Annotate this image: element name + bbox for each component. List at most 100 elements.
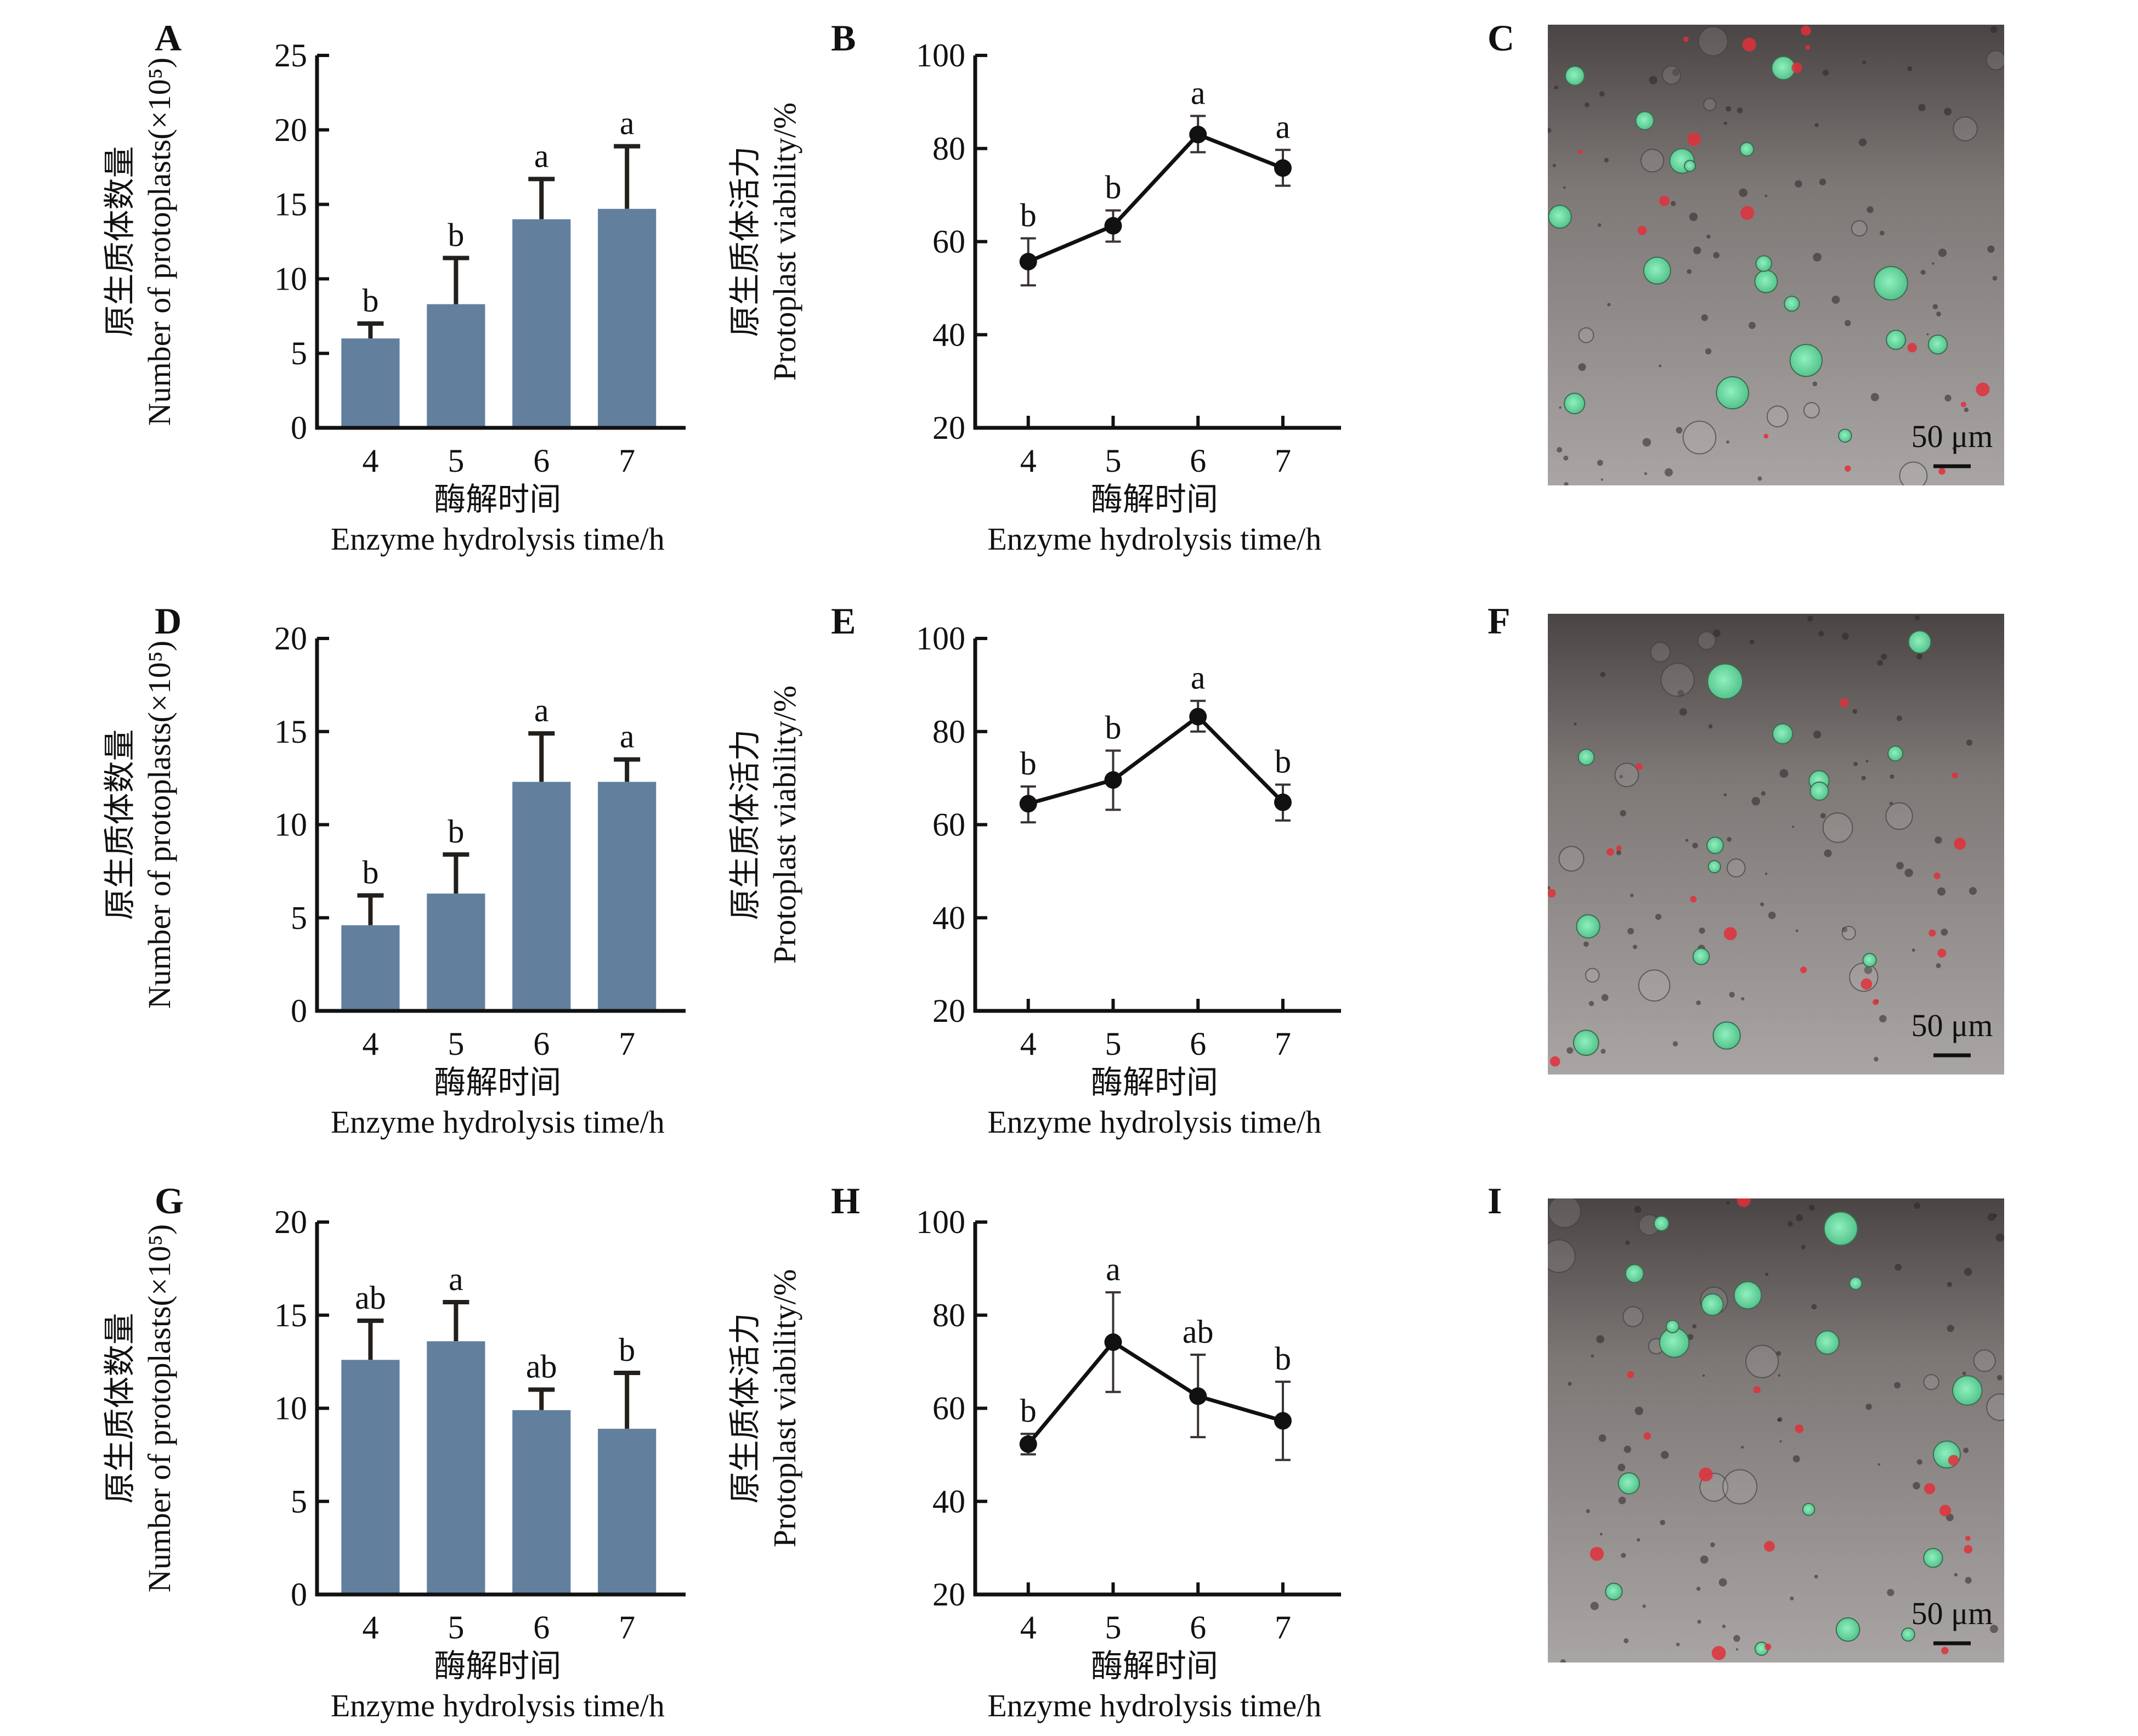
y-tick-label: 10	[274, 1390, 307, 1427]
debris	[1729, 992, 1735, 998]
panel-letter: C	[1487, 17, 1514, 59]
debris	[1865, 1404, 1872, 1410]
debris	[1659, 364, 1662, 367]
dead-cell	[1711, 1645, 1726, 1660]
debris	[1749, 639, 1755, 644]
protoplast-unstained	[1578, 327, 1594, 343]
debris	[1852, 709, 1858, 714]
debris	[1672, 1041, 1678, 1047]
live-cell	[1835, 1617, 1860, 1642]
live-cell	[1643, 256, 1671, 285]
bar	[427, 304, 485, 428]
debris	[1554, 85, 1558, 90]
debris	[1944, 394, 1952, 402]
significance-label: b	[1020, 1393, 1037, 1429]
live-cell	[1823, 1211, 1858, 1246]
debris	[1913, 1481, 1920, 1490]
debris	[1616, 850, 1621, 856]
debris	[1862, 60, 1866, 65]
debris	[1693, 246, 1701, 255]
live-cell	[1952, 1375, 1983, 1406]
debris	[1937, 887, 1946, 896]
debris	[1634, 1206, 1642, 1213]
debris	[1727, 836, 1732, 842]
y-tick-label: 0	[291, 993, 307, 1029]
dead-cell	[1845, 465, 1851, 472]
x-tick-label: 5	[448, 443, 464, 479]
debris	[1710, 1542, 1715, 1547]
debris	[1790, 1596, 1794, 1601]
debris	[1660, 1519, 1666, 1525]
debris	[1676, 1642, 1680, 1647]
live-cell	[1874, 266, 1908, 301]
debris	[1559, 406, 1562, 409]
protoplast-unstained	[1986, 1393, 2004, 1421]
scale-bar-label: 50 μm	[1911, 1596, 1993, 1631]
debris	[1692, 842, 1698, 849]
debris	[1964, 408, 1969, 412]
x-tick-label: 4	[1020, 1026, 1037, 1062]
dead-cell	[1939, 1505, 1952, 1517]
micrograph-I: I 50 μm	[1487, 1180, 2004, 1663]
live-cell	[1707, 663, 1744, 700]
x-tick-label: 4	[362, 1026, 378, 1062]
live-cell	[1577, 749, 1595, 766]
x-tick-label: 6	[533, 1026, 550, 1062]
protoplast-unstained	[1986, 50, 2004, 71]
y-axis-title-cn: 原生质体活力	[727, 729, 763, 920]
debris	[1621, 1553, 1626, 1558]
dead-cell	[1791, 62, 1802, 73]
debris	[1887, 1588, 1894, 1597]
y-tick-label: 80	[932, 714, 965, 750]
live-cell	[1923, 1548, 1943, 1568]
live-cell	[1665, 1319, 1679, 1333]
data-point	[1104, 1333, 1122, 1351]
live-cell	[1739, 142, 1755, 157]
live-cell	[1886, 330, 1907, 350]
protoplast-unstained	[1885, 802, 1913, 830]
significance-label: b	[1020, 197, 1037, 234]
x-tick-label: 7	[1275, 443, 1291, 479]
protoplast-unstained	[1766, 405, 1789, 428]
dead-cell	[1948, 1455, 1959, 1466]
debris	[1696, 1586, 1701, 1591]
live-cell	[1712, 1021, 1741, 1050]
protoplast-unstained	[1822, 812, 1853, 843]
dead-cell	[1643, 1432, 1651, 1440]
significance-label: a	[620, 105, 635, 142]
significance-label: b	[1275, 744, 1291, 780]
debris	[1776, 1351, 1781, 1356]
protoplast-unstained	[1640, 149, 1665, 173]
dead-cell	[1937, 948, 1947, 958]
significance-label: a	[1191, 75, 1206, 111]
debris	[1617, 1463, 1626, 1472]
y-tick-label: 40	[932, 900, 965, 936]
data-point	[1104, 771, 1122, 789]
bar	[512, 219, 571, 428]
debris	[1563, 186, 1566, 189]
debris	[1964, 1268, 1972, 1276]
debris	[1600, 1049, 1606, 1054]
x-tick-label: 6	[1190, 443, 1206, 479]
debris	[1757, 476, 1762, 481]
debris	[1599, 1533, 1603, 1536]
debris	[1597, 223, 1602, 227]
debris	[1597, 460, 1603, 466]
y-tick-label: 15	[274, 1297, 307, 1333]
y-tick-label: 20	[274, 620, 307, 657]
bar	[341, 1360, 400, 1594]
dead-cell	[1965, 1535, 1971, 1541]
significance-label: b	[1020, 745, 1037, 782]
live-cell	[1605, 1582, 1623, 1601]
debris	[1880, 230, 1885, 236]
debris	[1634, 1406, 1643, 1415]
panel-letter: I	[1487, 1180, 1502, 1222]
debris	[1813, 731, 1822, 739]
protoplast-unstained	[1851, 220, 1868, 237]
significance-label: a	[620, 719, 635, 755]
protoplast-unstained	[1558, 846, 1585, 872]
debris	[1722, 1624, 1726, 1628]
live-cell	[1809, 781, 1829, 801]
live-cell	[1849, 1276, 1863, 1291]
data-point	[1274, 793, 1292, 811]
